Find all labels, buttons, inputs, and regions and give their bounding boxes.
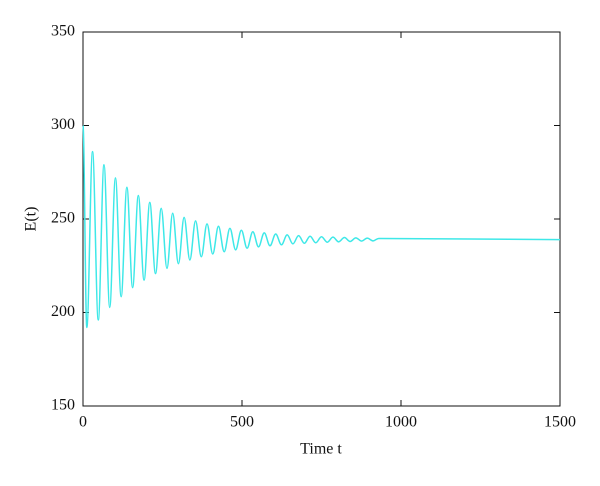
y-axis-label: E(t) (23, 207, 40, 232)
y-tick-label: 300 (51, 116, 75, 133)
x-tick-label: 1000 (385, 414, 417, 431)
y-tick-label: 200 (51, 303, 75, 320)
x-tick-label: 0 (79, 414, 87, 431)
y-tick-label: 250 (51, 210, 75, 227)
plot-frame (82, 31, 561, 407)
y-tick-label: 150 (51, 397, 75, 414)
x-tick-label: 1500 (544, 414, 576, 431)
x-tick-label: 500 (230, 414, 254, 431)
x-axis-label: Time t (300, 441, 342, 458)
y-tick-label: 350 (51, 23, 75, 40)
data-line (82, 124, 561, 329)
